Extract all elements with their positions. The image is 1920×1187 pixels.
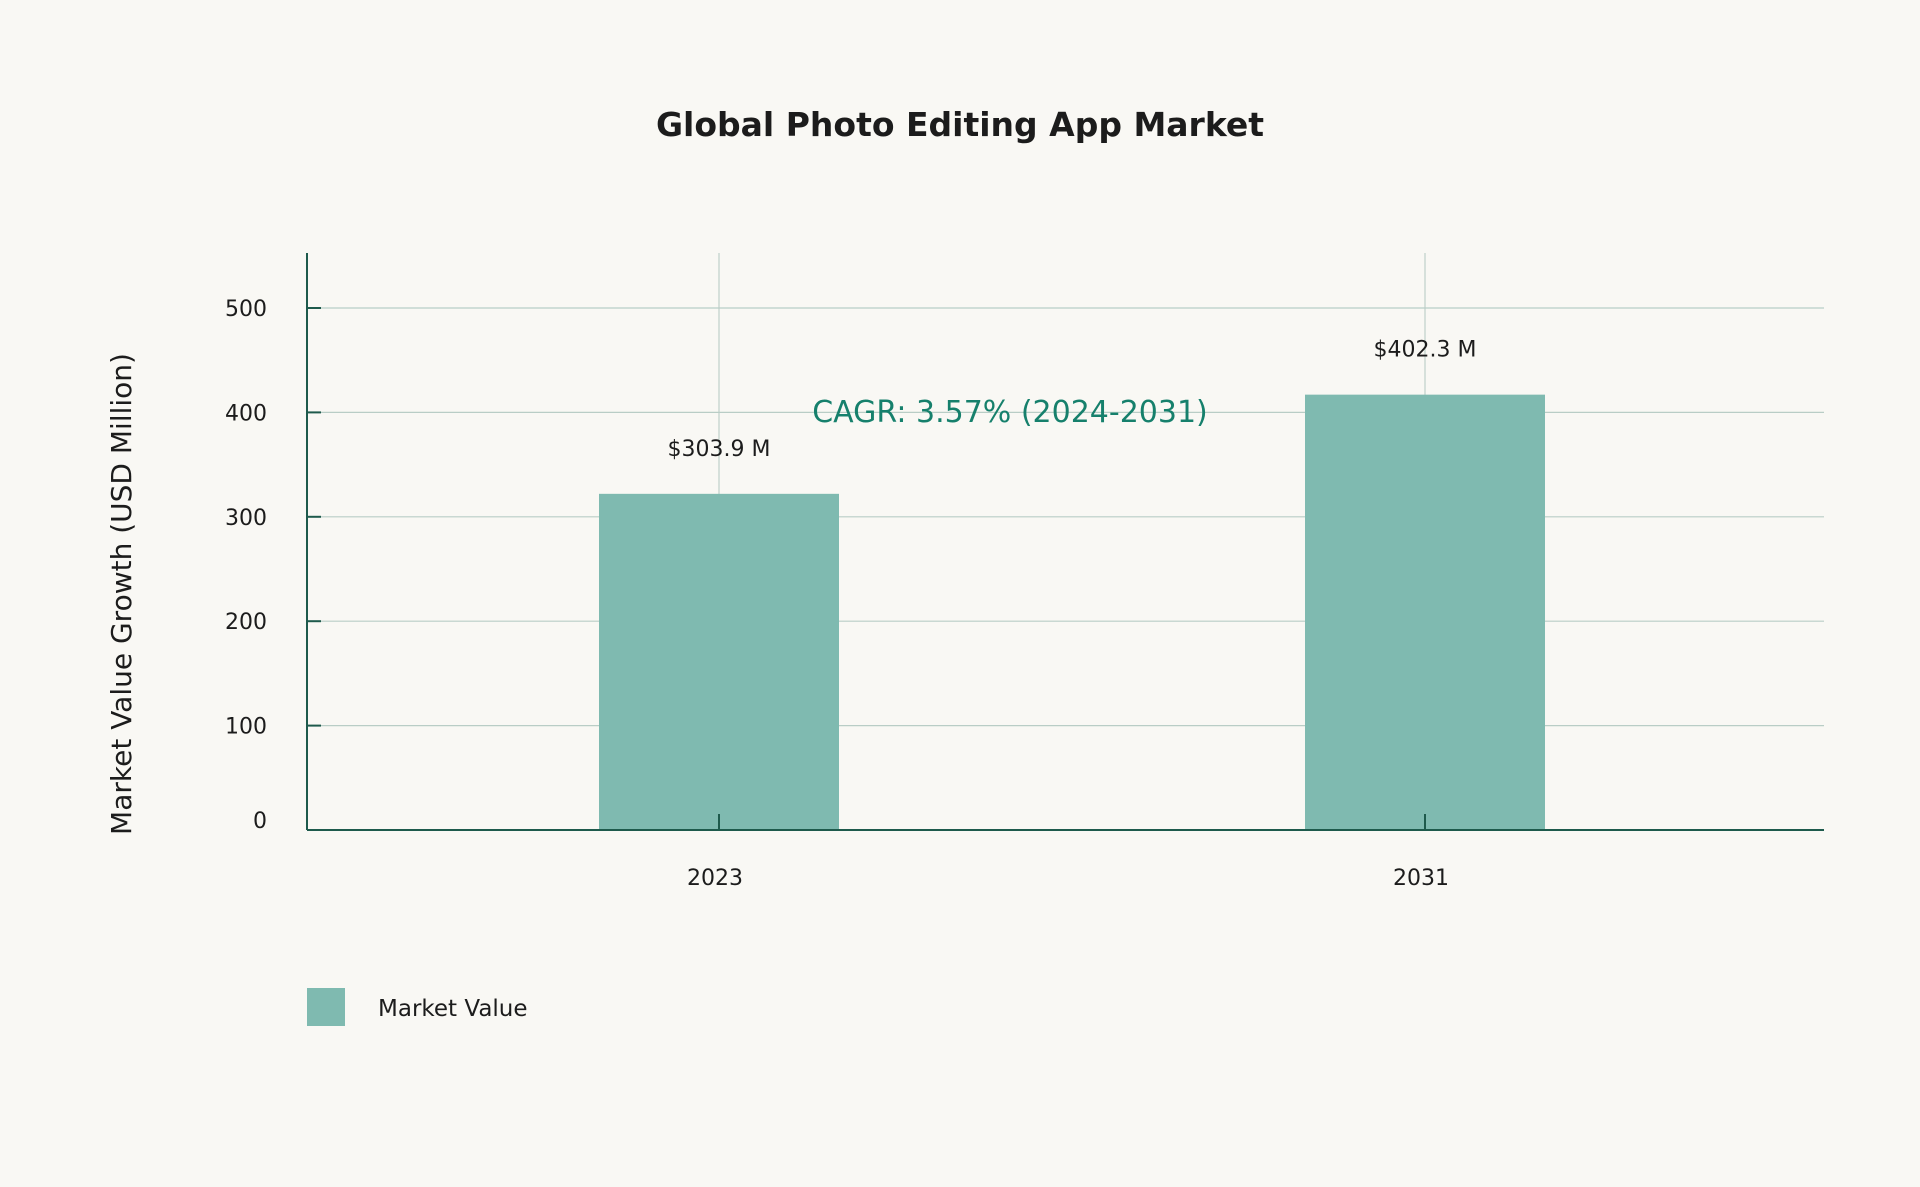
x-tick-label-2031: 2031 — [1393, 866, 1449, 891]
legend-swatch-market-value — [307, 988, 345, 1026]
bar-2031 — [1305, 394, 1545, 830]
y-tick-label: 500 — [225, 297, 267, 322]
y-axis-label: Market Value Growth (USD Million) — [105, 353, 138, 835]
data-label-2023: $303.9 M — [668, 437, 771, 462]
x-tick-label-2023: 2023 — [687, 866, 743, 891]
chart-title: Global Photo Editing App Market — [656, 105, 1264, 144]
y-tick-label: 0 — [253, 809, 267, 834]
data-label-2031: $402.3 M — [1374, 338, 1477, 363]
y-tick-label: 300 — [225, 506, 267, 531]
y-tick-label: 400 — [225, 401, 267, 426]
y-tick-label: 100 — [225, 715, 267, 740]
bar-2023 — [599, 493, 839, 830]
cagr-annotation: CAGR: 3.57% (2024-2031) — [812, 395, 1208, 430]
legend-label-market-value: Market Value — [378, 996, 528, 1022]
y-tick-label: 200 — [225, 610, 267, 635]
